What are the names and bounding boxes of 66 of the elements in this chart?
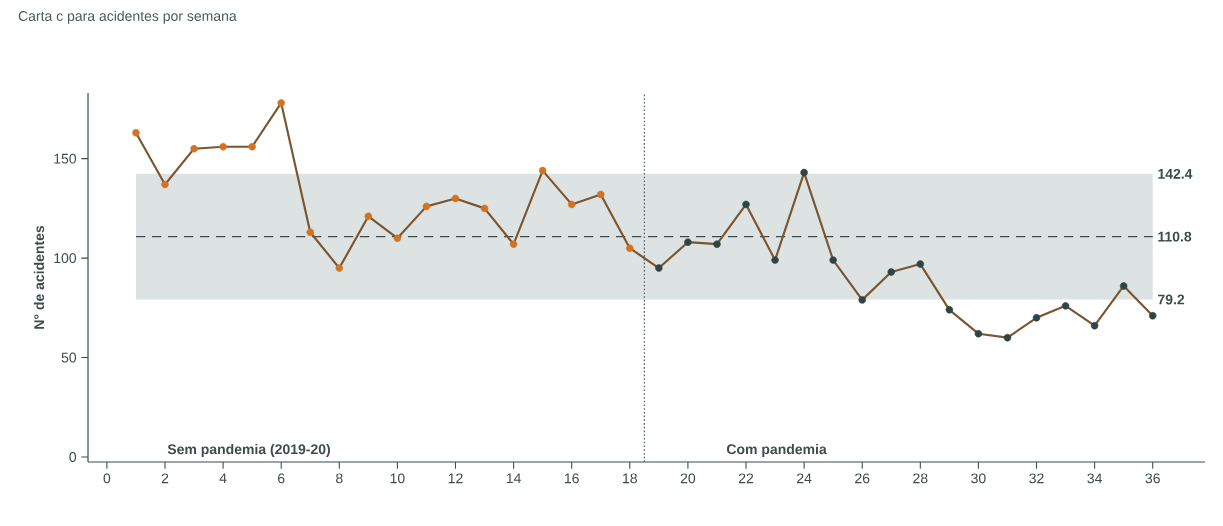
x-tick-label: 30 xyxy=(971,473,986,484)
point xyxy=(597,190,605,199)
point xyxy=(1032,314,1041,322)
y-tick-label: 150 xyxy=(54,153,77,164)
y-axis-title: N° de acidentes xyxy=(33,225,45,329)
point xyxy=(422,202,431,211)
x-tick-label: 8 xyxy=(336,473,343,484)
x-tick-label: 34 xyxy=(1087,473,1102,484)
x-tick-label: 6 xyxy=(278,473,285,484)
x-tick-label: 28 xyxy=(913,473,928,484)
point xyxy=(916,260,925,268)
point xyxy=(655,264,663,272)
point xyxy=(335,264,344,272)
point xyxy=(132,129,140,137)
y-tick-label: 0 xyxy=(69,452,77,462)
point xyxy=(974,329,983,338)
x-tick-label: 24 xyxy=(797,473,812,484)
point xyxy=(626,244,634,252)
x-tick-label: 14 xyxy=(506,473,521,484)
point xyxy=(190,144,198,153)
point xyxy=(1090,322,1099,330)
point xyxy=(393,234,402,242)
x-tick-label: 2 xyxy=(161,473,169,484)
annotation: 142.4 xyxy=(1158,168,1193,179)
point xyxy=(538,166,547,175)
x-tick-label: 4 xyxy=(219,473,227,484)
point xyxy=(742,200,750,209)
point xyxy=(1061,302,1070,310)
y-tick-label: 50 xyxy=(61,352,77,363)
point xyxy=(219,142,227,151)
x-tick-label: 18 xyxy=(623,473,637,484)
point xyxy=(567,200,576,209)
point xyxy=(684,238,692,246)
y-tick-label: 100 xyxy=(54,253,77,264)
point xyxy=(306,228,314,236)
point xyxy=(1148,312,1157,320)
point xyxy=(509,240,518,248)
point xyxy=(771,256,779,264)
point xyxy=(1003,333,1012,342)
point xyxy=(945,306,954,314)
point xyxy=(887,268,895,276)
point xyxy=(161,180,169,189)
x-tick-label: 12 xyxy=(448,473,463,484)
x-tick-label: 20 xyxy=(680,473,696,484)
x-tick-label: 22 xyxy=(738,473,754,484)
point xyxy=(451,194,460,203)
point xyxy=(858,296,866,304)
x-tick-label: 36 xyxy=(1145,473,1160,484)
point xyxy=(364,212,373,221)
point xyxy=(277,99,285,107)
x-tick-label: 16 xyxy=(564,473,579,484)
point xyxy=(713,240,721,248)
annotation: 79.2 xyxy=(1158,294,1185,305)
ref-line-label: 110.8 xyxy=(1158,231,1192,242)
point xyxy=(480,204,489,213)
x-tick-label: 26 xyxy=(855,473,870,484)
point xyxy=(800,168,808,177)
x-tick-label: 10 xyxy=(390,473,405,484)
point xyxy=(248,142,256,151)
annotation: Com pandemia xyxy=(726,443,827,457)
x-tick-label: 0 xyxy=(103,473,111,484)
x-tick-label: 32 xyxy=(1029,473,1044,484)
point xyxy=(829,256,837,264)
annotation: Sem pandemia (2019-20) xyxy=(167,443,330,457)
point xyxy=(1119,282,1128,290)
chart-title: Carta c para acidentes por semana xyxy=(18,10,237,24)
